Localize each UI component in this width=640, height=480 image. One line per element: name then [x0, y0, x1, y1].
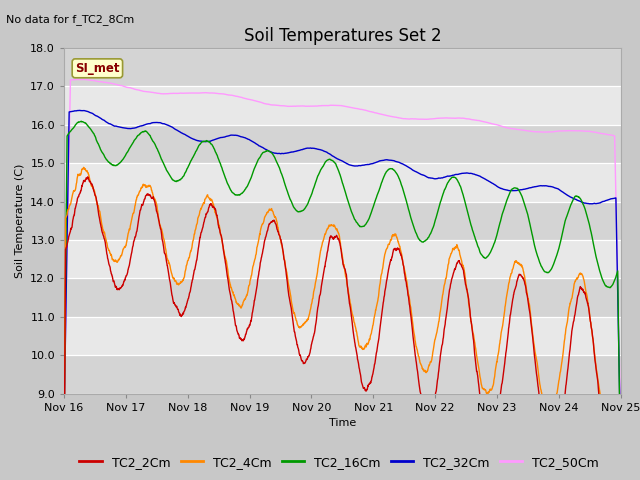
- Text: No data for f_TC2_8Cm: No data for f_TC2_8Cm: [6, 14, 134, 25]
- Bar: [64, 240, 621, 278]
- Title: Soil Temperatures Set 2: Soil Temperatures Set 2: [244, 27, 441, 45]
- Bar: [64, 86, 621, 125]
- Legend: TC2_2Cm, TC2_4Cm, TC2_16Cm, TC2_32Cm, TC2_50Cm: TC2_2Cm, TC2_4Cm, TC2_16Cm, TC2_32Cm, TC…: [74, 451, 604, 474]
- Bar: [64, 125, 621, 163]
- Bar: [64, 355, 621, 394]
- Bar: [64, 202, 621, 240]
- Y-axis label: Soil Temperature (C): Soil Temperature (C): [15, 164, 25, 278]
- Bar: [64, 48, 621, 86]
- Bar: [64, 317, 621, 355]
- Text: SI_met: SI_met: [75, 62, 120, 75]
- X-axis label: Time: Time: [329, 418, 356, 428]
- Bar: [64, 163, 621, 202]
- Bar: [64, 278, 621, 317]
